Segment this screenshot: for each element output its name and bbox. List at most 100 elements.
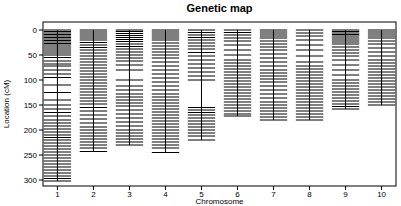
marker (152, 97, 179, 98)
marker (188, 46, 215, 47)
marker (224, 50, 251, 51)
marker (44, 43, 71, 44)
marker (296, 93, 323, 94)
marker (188, 110, 215, 111)
marker (332, 33, 359, 34)
marker (44, 109, 71, 110)
marker (152, 49, 179, 50)
marker (188, 130, 215, 131)
marker (152, 66, 179, 67)
marker (116, 130, 143, 131)
marker (188, 136, 215, 137)
x-tick-label: 7 (271, 190, 276, 199)
marker (44, 146, 71, 147)
marker (224, 63, 251, 64)
chromosome-line (165, 30, 166, 153)
marker (332, 95, 359, 96)
marker (44, 45, 71, 46)
marker (44, 123, 71, 124)
marker (368, 75, 395, 76)
marker (44, 126, 71, 127)
marker (260, 82, 287, 83)
marker (44, 31, 71, 32)
marker (80, 95, 107, 96)
marker (152, 40, 179, 41)
marker (224, 41, 251, 42)
marker (224, 96, 251, 97)
marker (260, 70, 287, 71)
marker (260, 41, 287, 42)
marker (116, 114, 143, 115)
marker (368, 60, 395, 61)
marker (260, 114, 287, 115)
marker (224, 35, 251, 36)
marker (116, 35, 143, 36)
marker (116, 52, 143, 53)
marker (224, 102, 251, 103)
marker (224, 114, 251, 115)
marker (44, 116, 71, 117)
marker (188, 112, 215, 113)
marker (80, 107, 107, 108)
marker (44, 36, 71, 37)
marker (116, 97, 143, 98)
marker (80, 32, 107, 33)
marker (44, 161, 71, 162)
marker (152, 62, 179, 63)
marker (80, 101, 107, 102)
marker (44, 64, 71, 65)
marker (44, 85, 71, 86)
marker (260, 86, 287, 87)
marker (80, 36, 107, 37)
marker (80, 151, 107, 152)
marker (296, 111, 323, 112)
marker (80, 30, 107, 31)
marker (44, 39, 71, 40)
marker (260, 79, 287, 80)
marker (188, 35, 215, 36)
marker (44, 61, 71, 62)
marker (152, 112, 179, 113)
marker (224, 38, 251, 39)
marker (368, 38, 395, 39)
marker (116, 46, 143, 47)
marker (332, 47, 359, 48)
y-tick (39, 155, 43, 156)
marker (188, 127, 215, 128)
marker (152, 139, 179, 140)
marker (152, 82, 179, 83)
marker (260, 108, 287, 109)
marker (332, 42, 359, 43)
marker (152, 127, 179, 128)
marker (116, 94, 143, 95)
marker (188, 37, 215, 38)
marker (332, 80, 359, 81)
marker (332, 104, 359, 105)
marker (332, 36, 359, 37)
marker (80, 86, 107, 87)
marker (80, 139, 107, 140)
marker (332, 53, 359, 54)
marker (44, 33, 71, 34)
marker (116, 133, 143, 134)
marker (260, 34, 287, 35)
marker (260, 36, 287, 37)
marker (332, 70, 359, 71)
marker (44, 77, 71, 78)
marker (152, 109, 179, 110)
marker (188, 121, 215, 122)
marker (224, 45, 251, 46)
marker (152, 86, 179, 87)
marker (260, 94, 287, 95)
marker (296, 81, 323, 82)
marker (368, 99, 395, 100)
marker (224, 60, 251, 61)
x-tick-label: 2 (91, 190, 96, 199)
marker (296, 45, 323, 46)
marker (80, 80, 107, 81)
marker (296, 90, 323, 91)
marker (152, 100, 179, 101)
marker (44, 181, 71, 182)
y-tick (39, 105, 43, 106)
chromosome-line (129, 30, 130, 145)
